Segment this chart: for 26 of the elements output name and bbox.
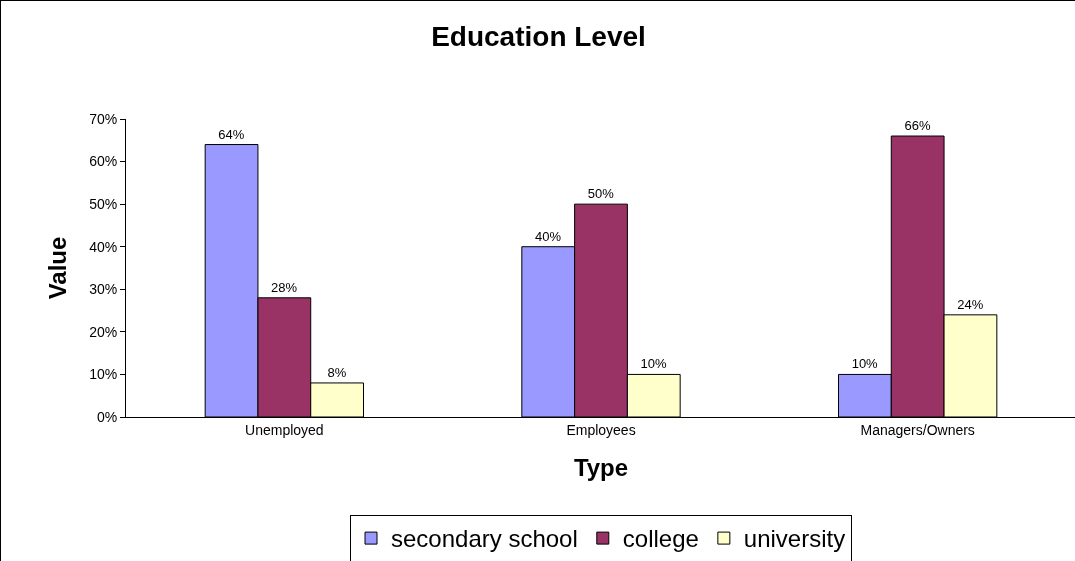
x-tick-label: Managers/Owners (860, 421, 975, 438)
data-label: 50% (587, 186, 615, 202)
y-tick-label: 20% (89, 323, 118, 340)
y-tick-label: 70% (89, 110, 118, 127)
data-label: 66% (904, 118, 931, 134)
data-label: 10% (640, 356, 668, 372)
chart-title: Education Level (431, 20, 646, 52)
y-tick-label: 30% (89, 281, 118, 298)
legend-label: secondary school (391, 525, 578, 553)
y-tick-label: 40% (89, 238, 118, 255)
x-tick-label: Unemployed (245, 421, 324, 438)
data-label: 10% (851, 356, 879, 372)
data-label: 28% (271, 279, 298, 295)
y-axis-title: Value (44, 236, 72, 300)
y-tick-label: 50% (89, 196, 118, 213)
data-label: 24% (957, 296, 984, 312)
legend-label: university (743, 525, 846, 553)
data-label: 64% (218, 126, 245, 142)
y-tick-label: 10% (89, 366, 118, 383)
legend-label: college (622, 525, 699, 553)
x-tick-label: Employees (566, 421, 636, 438)
y-tick-label: 0% (96, 408, 118, 425)
x-axis-title: Type (573, 454, 629, 482)
data-label: 8% (327, 364, 347, 380)
data-label: 40% (534, 228, 562, 244)
y-tick-label: 60% (89, 153, 118, 170)
